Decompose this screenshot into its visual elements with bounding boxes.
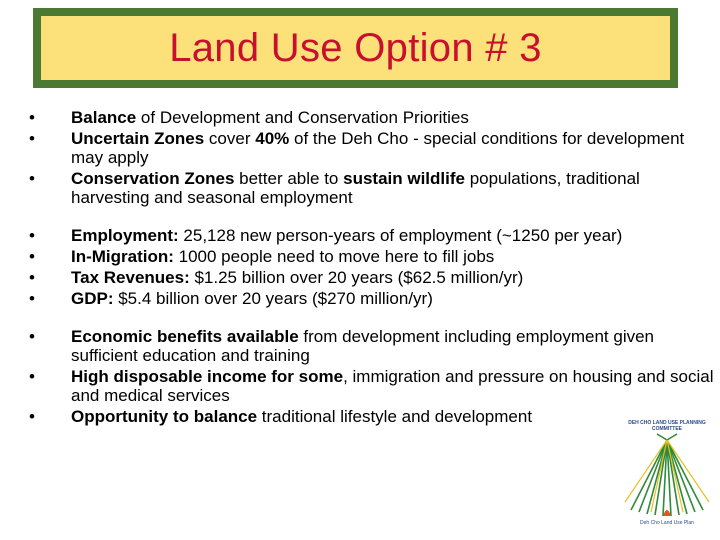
- bullet-dot: •: [29, 407, 35, 426]
- bullet-text: of the Deh Cho - special conditions for …: [71, 129, 685, 167]
- bullet-content: • Balance of Development and Conservatio…: [26, 108, 716, 428]
- bullet-bold: Tax Revenues:: [71, 268, 190, 287]
- bullet-item: • GDP: $5.4 billion over 20 years ($270 …: [26, 289, 716, 308]
- slide-title: Land Use Option # 3: [169, 25, 542, 70]
- logo-footer-text: Deh Cho Land Use Plan: [640, 520, 694, 526]
- bullet-item: • High disposable income for some, immig…: [26, 367, 716, 405]
- bullet-text: , immigration and pressure on housing an…: [71, 367, 714, 405]
- bullet-item: • Employment: 25,128 new person-years of…: [26, 226, 716, 245]
- bullet-text: of Development and Conservation Prioriti…: [136, 108, 469, 127]
- bullet-bold: sustain wildlife: [343, 169, 465, 188]
- bullet-bold: Balance: [71, 108, 137, 127]
- bullet-dot: •: [29, 226, 35, 245]
- bullet-item: • Opportunity to balance traditional lif…: [26, 407, 716, 426]
- bullet-bold: 40%: [255, 129, 290, 148]
- bullet-dot: •: [29, 247, 35, 266]
- bullet-text: from development including employment gi…: [71, 327, 655, 365]
- deh-cho-logo: DEH CHO LAND USE PLANNING COMMITTEE Deh …: [617, 420, 717, 534]
- bullet-text: traditional lifestyle and development: [257, 407, 533, 426]
- bullet-group-3: • Economic benefits available from devel…: [26, 327, 716, 426]
- bullet-group-1: • Balance of Development and Conservatio…: [26, 108, 716, 207]
- bullet-text: populations, traditional harvesting and …: [71, 169, 640, 207]
- bullet-bold: Economic benefits available: [71, 327, 299, 346]
- bullet-item: • Tax Revenues: $1.25 billion over 20 ye…: [26, 268, 716, 287]
- bullet-item: • Conservation Zones better able to sust…: [26, 169, 716, 207]
- bullet-text: 1000 people need to move here to fill jo…: [173, 247, 495, 266]
- bullet-text: $5.4 billion over 20 years ($270 million…: [113, 289, 433, 308]
- bullet-dot: •: [29, 169, 35, 188]
- logo-header-text: DEH CHO LAND USE PLANNING COMMITTEE: [628, 420, 706, 432]
- tipi-sunburst-icon: [624, 433, 710, 517]
- title-banner: Land Use Option # 3: [33, 8, 678, 88]
- bullet-bold: GDP:: [71, 289, 114, 308]
- bullet-dot: •: [29, 327, 35, 346]
- bullet-text: 25,128 new person-years of employment (~…: [178, 226, 623, 245]
- bullet-dot: •: [29, 289, 35, 308]
- bullet-bold: Employment:: [71, 226, 179, 245]
- bullet-text: cover: [204, 129, 256, 148]
- bullet-item: • Economic benefits available from devel…: [26, 327, 716, 365]
- bullet-dot: •: [29, 129, 35, 148]
- bullet-bold: Uncertain Zones: [71, 129, 205, 148]
- bullet-bold: Opportunity to balance: [71, 407, 258, 426]
- bullet-dot: •: [29, 367, 35, 386]
- bullet-bold: Conservation Zones: [71, 169, 235, 188]
- bullet-dot: •: [29, 268, 35, 287]
- bullet-bold: In-Migration:: [71, 247, 174, 266]
- bullet-item: • Balance of Development and Conservatio…: [26, 108, 716, 127]
- bullet-item: • In-Migration: 1000 people need to move…: [26, 247, 716, 266]
- bullet-item: • Uncertain Zones cover 40% of the Deh C…: [26, 129, 716, 167]
- bullet-group-2: • Employment: 25,128 new person-years of…: [26, 226, 716, 308]
- bullet-text: $1.25 billion over 20 years ($62.5 milli…: [189, 268, 524, 287]
- bullet-bold: High disposable income for some: [71, 367, 344, 386]
- bullet-text: better able to: [234, 169, 344, 188]
- bullet-dot: •: [29, 108, 35, 127]
